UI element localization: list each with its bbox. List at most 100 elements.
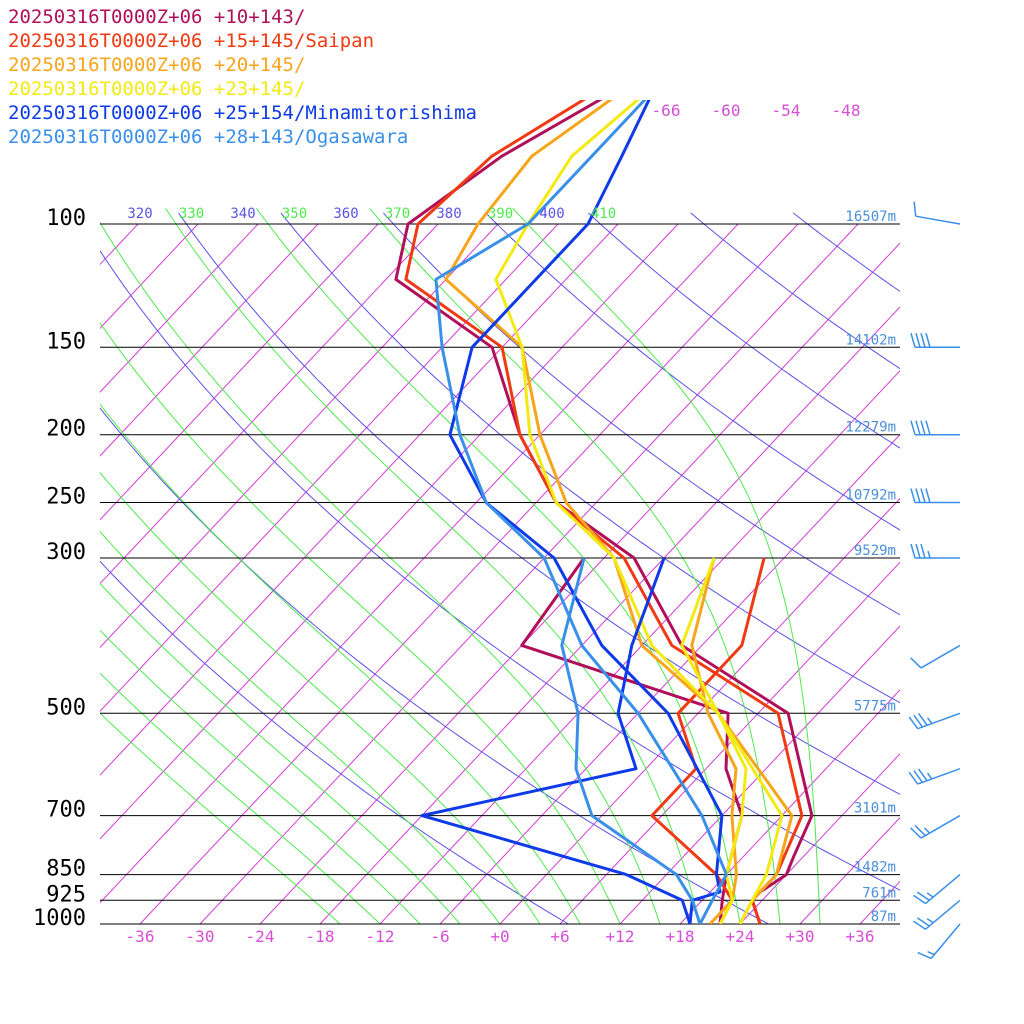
theta-label: 340 — [230, 206, 255, 222]
dewpoint-profile — [690, 557, 738, 924]
wind-barb — [910, 644, 961, 669]
temperature-profile — [448, 100, 724, 924]
moist-adiabat-line — [100, 403, 581, 924]
pressure-label: 700 — [46, 798, 86, 823]
height-label: 1482m — [854, 860, 896, 876]
isotherm-line — [100, 223, 319, 457]
pressure-label: 150 — [46, 329, 86, 354]
height-label: 3101m — [854, 801, 896, 817]
height-label: 14102m — [845, 332, 896, 348]
height-label: 9529m — [854, 543, 896, 559]
pressure-label: 925 — [46, 882, 86, 907]
isotherm-line — [739, 753, 900, 924]
theta-label: 320 — [127, 206, 152, 222]
x-axis-ticks: -36 -30 -24 -18 -12 -6 +0 +6 +12 +18 +24 +30 +36 — [126, 927, 875, 946]
isobar-lines — [100, 223, 900, 925]
height-label: 10792m — [845, 488, 896, 504]
height-labels: 16507m 14102m 12279m 10792m 9529m 5775m 3101m 1… — [845, 209, 896, 925]
dewpoint-profile — [680, 557, 748, 924]
x-tick-label: -18 — [306, 927, 335, 946]
x-tick-label: +18 — [666, 927, 695, 946]
isotherm-line — [100, 223, 199, 329]
wind-barb — [913, 899, 961, 930]
dewpoint-profile — [650, 557, 766, 924]
x-tick-label: +12 — [606, 927, 635, 946]
pressure-label: 250 — [46, 485, 86, 510]
legend-entry: 20250316T0000Z+06 +25+154/Minamitorishim… — [8, 102, 477, 124]
legend-entry: 20250316T0000Z+06 +20+145/ — [8, 54, 305, 76]
isotherm-line — [100, 223, 619, 776]
theta-label: 360 — [333, 206, 358, 222]
dry-adiabat-line — [280, 212, 900, 704]
height-label: 16507m — [845, 209, 896, 225]
pressure-label: 100 — [46, 206, 86, 231]
isotherm-labels: -66 -60 -54 -48 — [652, 101, 861, 120]
temperature-profile — [494, 100, 784, 924]
isotherm-line — [679, 689, 900, 924]
theta-label: 330 — [179, 206, 204, 222]
moist-adiabat-line — [369, 208, 781, 924]
temperature-profile — [404, 100, 804, 924]
wind-barb — [913, 874, 961, 905]
wind-barb — [908, 712, 961, 730]
isotherm-line — [439, 433, 900, 924]
isotherm-line — [619, 625, 900, 924]
temperature-profile — [434, 100, 728, 924]
isotherm-line — [139, 223, 799, 924]
isotherm-line — [100, 223, 499, 649]
dry-adiabat-line — [100, 407, 770, 924]
isotherm-line — [199, 223, 859, 924]
isotherm-line — [0, 224, 18, 924]
isotherm-line — [799, 816, 900, 924]
wind-barb — [910, 333, 960, 349]
x-tick-label: -30 — [186, 927, 215, 946]
theta-label: 410 — [591, 206, 616, 222]
moist-adiabat-lines — [100, 208, 821, 924]
temperature-profile — [444, 100, 794, 924]
isotherm-line — [100, 223, 679, 840]
wind-barb — [910, 488, 960, 504]
dewpoint-profile — [420, 557, 692, 924]
isotherm-label: -48 — [832, 101, 861, 120]
dry-adiabat-line — [100, 560, 570, 924]
pressure-label: 1000 — [33, 906, 86, 931]
dry-adiabat-line — [100, 249, 900, 891]
theta-labels: 320 330 340 350 360 370 380 390 400 410 — [127, 206, 616, 222]
x-tick-label: -36 — [126, 927, 155, 946]
x-tick-label: -24 — [246, 927, 275, 946]
dry-adiabat-lines — [100, 212, 900, 924]
wind-barb — [913, 201, 961, 225]
dry-adiabat-line — [383, 212, 900, 616]
x-tick-label: +30 — [786, 927, 815, 946]
dry-adiabat-line — [690, 212, 900, 370]
pressure-label: 500 — [46, 695, 86, 720]
height-label: 761m — [862, 885, 896, 901]
height-label: 87m — [871, 909, 896, 925]
isotherm-line — [259, 242, 900, 924]
height-label: 5775m — [854, 698, 896, 714]
theta-label: 390 — [488, 206, 513, 222]
dry-adiabat-line — [485, 212, 900, 531]
wind-barbs — [908, 201, 961, 960]
isotherm-line — [100, 223, 259, 393]
isotherm-line — [859, 880, 900, 924]
moist-adiabat-line — [255, 208, 741, 924]
isotherm-line — [980, 224, 1024, 924]
moist-adiabat-line — [165, 208, 701, 924]
theta-label: 350 — [282, 206, 307, 222]
legend-entry: 20250316T0000Z+06 +23+145/ — [8, 78, 305, 100]
x-tick-label: +0 — [490, 927, 509, 946]
isotherm-label: -60 — [712, 101, 741, 120]
isotherm-label: -54 — [772, 101, 801, 120]
x-tick-label: -6 — [430, 927, 449, 946]
wind-barb — [910, 543, 960, 559]
height-label: 12279m — [845, 420, 896, 436]
wind-barb — [910, 814, 961, 839]
x-tick-label: +6 — [550, 927, 569, 946]
x-tick-label: +36 — [846, 927, 875, 946]
temperature-profile — [394, 100, 814, 924]
dry-adiabat-line — [178, 212, 900, 795]
isotherm-label: -66 — [652, 101, 681, 120]
isotherm-line — [100, 223, 379, 521]
